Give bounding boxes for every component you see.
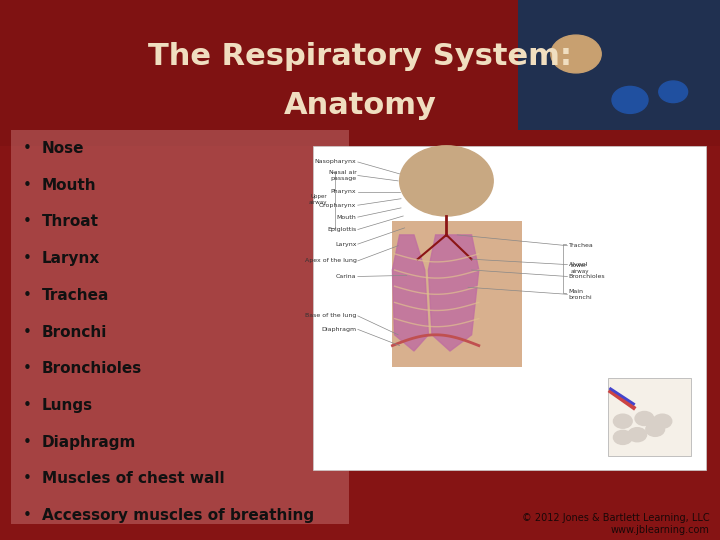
Text: Trachea: Trachea	[569, 243, 593, 248]
Text: Bronchioles: Bronchioles	[42, 361, 142, 376]
Text: Larynx: Larynx	[42, 251, 100, 266]
Polygon shape	[392, 235, 428, 351]
Text: Base of the lung: Base of the lung	[305, 313, 356, 319]
Text: Nasal air
passage: Nasal air passage	[328, 170, 356, 181]
Bar	[0, 0, 720, 146]
Text: Mouth: Mouth	[337, 214, 356, 220]
Text: •: •	[23, 288, 32, 303]
Bar	[518, 0, 720, 130]
Text: •: •	[23, 141, 32, 156]
Bar	[518, 0, 720, 130]
Text: Throat: Throat	[42, 214, 99, 230]
Text: •: •	[23, 251, 32, 266]
Text: •: •	[23, 508, 32, 523]
Circle shape	[646, 422, 665, 436]
Text: Upper
airway: Upper airway	[309, 194, 328, 205]
Text: •: •	[23, 214, 32, 230]
Text: © 2012 Jones & Bartlett Learning, LLC
www.jblearning.com: © 2012 Jones & Bartlett Learning, LLC ww…	[521, 513, 709, 535]
Text: Epiglottis: Epiglottis	[327, 227, 356, 232]
Bar	[313, 146, 706, 470]
Circle shape	[653, 414, 672, 428]
Text: •: •	[23, 361, 32, 376]
Text: Nose: Nose	[42, 141, 84, 156]
Text: •: •	[23, 398, 32, 413]
Text: Mouth: Mouth	[42, 178, 96, 193]
Polygon shape	[428, 235, 479, 351]
Text: Muscles of chest wall: Muscles of chest wall	[42, 471, 225, 487]
Text: Pharynx: Pharynx	[330, 189, 356, 194]
Text: Oropharynx: Oropharynx	[319, 202, 356, 208]
Circle shape	[628, 428, 647, 442]
Bar	[392, 221, 522, 367]
Text: •: •	[23, 178, 32, 193]
Circle shape	[612, 86, 648, 113]
Circle shape	[635, 411, 654, 426]
Text: Alveol: Alveol	[569, 262, 588, 267]
Text: Bronchioles: Bronchioles	[569, 274, 606, 279]
Circle shape	[551, 35, 601, 73]
Bar	[11, 130, 349, 524]
Text: Diaphragm: Diaphragm	[42, 435, 136, 450]
Text: Nasopharynx: Nasopharynx	[315, 159, 356, 165]
Text: Bronchi: Bronchi	[42, 325, 107, 340]
Text: Carina: Carina	[336, 274, 356, 279]
Text: Apex of the lung: Apex of the lung	[305, 258, 356, 264]
Text: Diaphragm: Diaphragm	[321, 327, 356, 332]
Text: Main
bronchi: Main bronchi	[569, 289, 593, 300]
Text: The Respiratory System:: The Respiratory System:	[148, 42, 572, 71]
Text: Accessory muscles of breathing: Accessory muscles of breathing	[42, 508, 314, 523]
Circle shape	[400, 146, 493, 216]
Text: •: •	[23, 435, 32, 450]
Text: Lungs: Lungs	[42, 398, 93, 413]
Text: Larynx: Larynx	[335, 241, 356, 247]
Text: •: •	[23, 471, 32, 487]
Circle shape	[613, 430, 632, 444]
Text: Trachea: Trachea	[42, 288, 109, 303]
Circle shape	[613, 414, 632, 428]
Bar	[608, 378, 691, 456]
Text: Anatomy: Anatomy	[284, 91, 436, 120]
Text: Lower
airway: Lower airway	[570, 263, 589, 274]
Circle shape	[659, 81, 688, 103]
Text: •: •	[23, 325, 32, 340]
